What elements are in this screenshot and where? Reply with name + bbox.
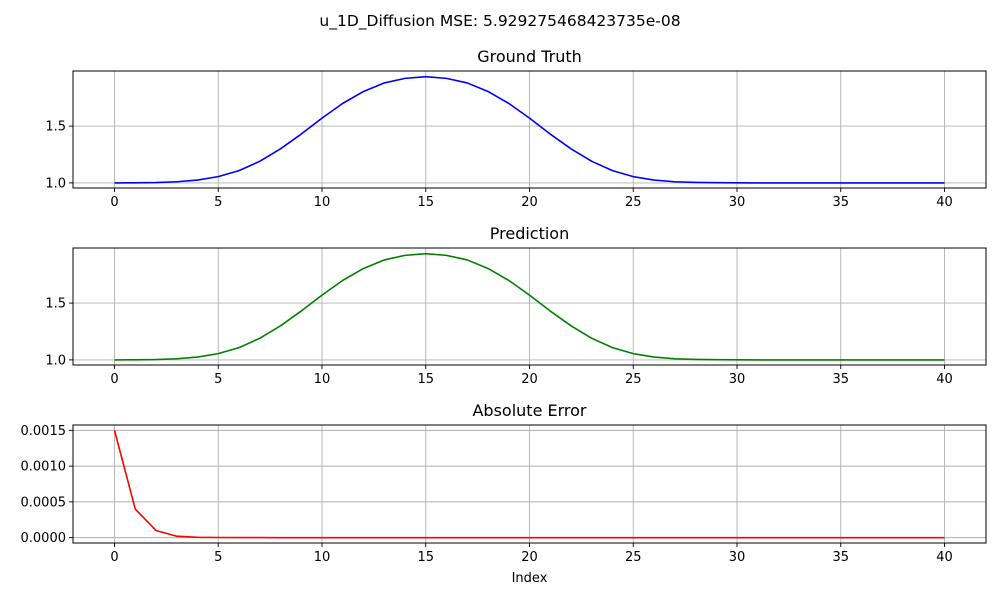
absolute-error-x-tick-label: 35 [832,550,849,565]
prediction-x-tick-label: 0 [110,372,118,387]
prediction-y-tick-label: 1.5 [45,297,66,312]
ground-truth-y-tick-label: 1.5 [45,120,66,135]
prediction-x-tick-label: 35 [832,372,849,387]
ground-truth-x-tick-label: 30 [729,195,746,210]
absolute-error-subplot: Absolute Error 0 5 10 15 20 25 30 35 40 0.0000 0.00… [21,401,987,586]
absolute-error-x-tick-label: 40 [936,550,953,565]
ground-truth-x-tick-label: 15 [417,195,434,210]
prediction-x-tick-label: 15 [417,372,434,387]
absolute-error-y-tick-label: 0.0010 [21,460,67,475]
absolute-error-x-tick-label: 5 [214,550,222,565]
absolute-error-x-axis-label: Index [512,571,548,586]
ground-truth-axes-frame [72,70,987,189]
absolute-error-y-tick-label: 0.0000 [21,531,67,546]
ground-truth-subplot: Ground Truth 0 5 10 15 20 25 30 35 40 1.0 1.5 [45,47,987,210]
prediction-x-tick-label: 25 [625,372,642,387]
absolute-error-y-tick-label: 0.0005 [21,495,67,510]
prediction-axes-frame [72,247,987,366]
ground-truth-x-tick-label: 0 [110,195,118,210]
ground-truth-x-tick-label: 35 [832,195,849,210]
prediction-x-tick-label: 30 [729,372,746,387]
ground-truth-series-line [114,75,945,184]
figure-title: u_1D_Diffusion MSE: 5.929275468423735e-0… [319,12,680,31]
absolute-error-x-tick-label: 30 [729,550,746,565]
prediction-subplot: Prediction 0 5 10 15 20 25 30 35 40 1.0 1.5 [45,224,987,387]
absolute-error-x-tick-label: 25 [625,550,642,565]
ground-truth-x-tick-label: 5 [214,195,222,210]
absolute-error-x-tick-label: 10 [314,550,331,565]
prediction-x-tick-label: 5 [214,372,222,387]
absolute-error-x-tick-label: 0 [110,550,118,565]
ground-truth-y-tick-label: 1.0 [45,176,66,191]
prediction-x-tick-label: 10 [314,372,331,387]
ground-truth-x-tick-label: 10 [314,195,331,210]
ground-truth-x-tick-label: 40 [936,195,953,210]
absolute-error-y-tick-label: 0.0015 [21,424,67,439]
prediction-title: Prediction [490,224,569,243]
absolute-error-axes-frame [72,424,987,544]
prediction-x-tick-label: 40 [936,372,953,387]
absolute-error-x-tick-label: 15 [417,550,434,565]
absolute-error-series-line [113,430,945,539]
absolute-error-x-tick-label: 20 [521,550,538,565]
prediction-y-tick-label: 1.0 [45,353,66,368]
ground-truth-title: Ground Truth [477,47,582,66]
ground-truth-x-tick-label: 25 [625,195,642,210]
prediction-series-line [114,252,945,361]
absolute-error-title: Absolute Error [472,401,586,420]
ground-truth-x-tick-label: 20 [521,195,538,210]
prediction-x-tick-label: 20 [521,372,538,387]
